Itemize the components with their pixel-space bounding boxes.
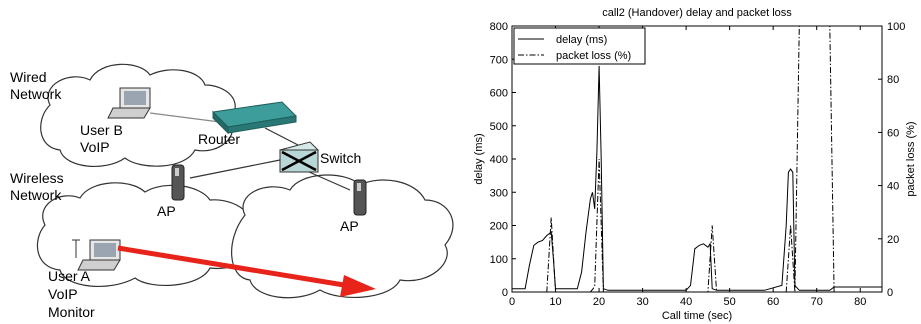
y-tick-label: 100 [490, 254, 508, 266]
chart-title: call2 (Handover) delay and packet loss [602, 7, 792, 19]
delay-series-line [512, 65, 882, 291]
x-tick-label: 10 [549, 296, 561, 308]
access-point-right-icon [353, 179, 367, 216]
user-a-label-line3: Monitor [48, 304, 95, 320]
switch-icon [279, 141, 319, 173]
wired-network-label-line2: Network [10, 86, 62, 102]
access-point-left-icon [171, 164, 185, 201]
user-b-label-line2: VoIP [80, 139, 110, 155]
y-tick-label: 700 [490, 54, 508, 66]
x-tick-label: 30 [636, 296, 648, 308]
packet-loss-series-line [512, 25, 882, 293]
y-tick-label: 600 [490, 88, 508, 100]
legend: delay (ms) packet loss (%) [513, 27, 646, 65]
x-tick-label: 60 [767, 296, 779, 308]
switch-label: Switch [320, 150, 361, 166]
ap-left-label: AP [157, 203, 176, 219]
delay-packet-loss-chart: call2 (Handover) delay and packet loss 0… [473, 7, 917, 322]
legend-packet-loss-label: packet loss (%) [556, 50, 631, 62]
router-label: Router [198, 131, 240, 147]
router-icon [211, 101, 298, 135]
y2-tick-label: 40 [887, 181, 899, 193]
y2-tick-label: 20 [887, 234, 899, 246]
wired-network-label-line1: Wired [10, 69, 47, 85]
x-tick-label: 40 [680, 296, 692, 308]
y2-tick-label: 100 [887, 21, 905, 33]
y2-axis-label: packet loss (%) [905, 121, 917, 196]
x-tick-label: 50 [724, 296, 736, 308]
y2-tick-label: 0 [887, 287, 893, 299]
user-b-laptop-icon [107, 87, 151, 119]
wireless-network-label-line2: Network [10, 187, 62, 203]
link-router-user-b [149, 112, 221, 123]
x-tick-label: 0 [509, 296, 515, 308]
user-a-label-line2: VoIP [48, 286, 78, 302]
y-tick-label: 800 [490, 21, 508, 33]
y-tick-label: 400 [490, 154, 508, 166]
ap-right-label: AP [340, 218, 359, 234]
y-tick-label: 500 [490, 121, 508, 133]
x-tick-label: 70 [811, 296, 823, 308]
y-tick-label: 0 [502, 287, 508, 299]
y-axis-label: delay (ms) [473, 133, 485, 184]
plot-frame [511, 25, 883, 293]
y-tick-label: 200 [490, 221, 508, 233]
y2-tick-label: 80 [887, 74, 899, 86]
wireless-cloud-right-icon [231, 174, 454, 299]
user-a-label-line1: User A [48, 268, 91, 284]
x-tick-label: 20 [593, 296, 605, 308]
link-switch-ap-left [189, 159, 281, 179]
x-tick-label: 80 [854, 296, 866, 308]
network-diagram: Wired Network User B VoIP Router Switch … [10, 63, 454, 320]
x-axis-label: Call time (sec) [662, 310, 732, 322]
legend-delay-label: delay (ms) [556, 34, 607, 46]
y2-tick-label: 60 [887, 127, 899, 139]
user-b-label-line1: User B [80, 122, 123, 138]
handover-arrow-icon [117, 245, 376, 297]
y-tick-label: 300 [490, 187, 508, 199]
wireless-network-label-line1: Wireless [10, 170, 64, 186]
link-router-switch [264, 127, 299, 146]
